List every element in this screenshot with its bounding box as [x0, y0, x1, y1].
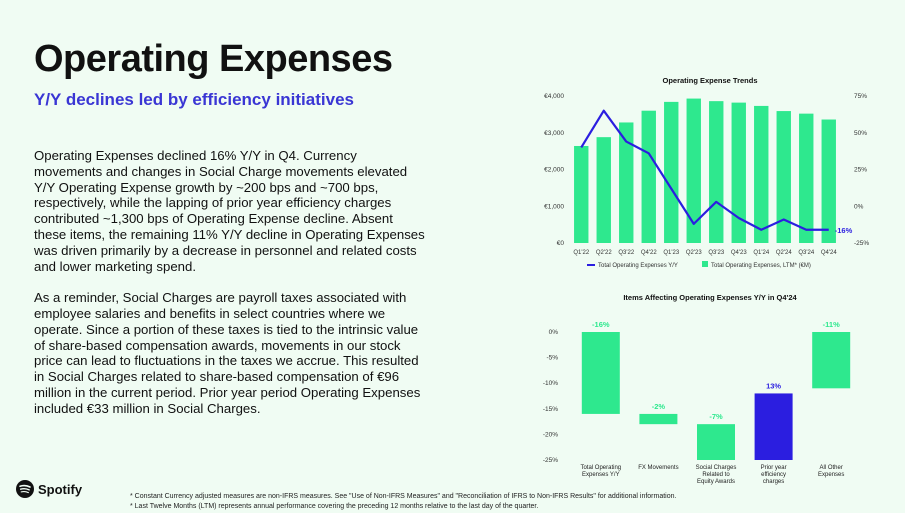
ltm-opex-bar: [619, 122, 634, 243]
footnote: * Constant Currency adjusted measures ar…: [130, 493, 677, 500]
yoy-growth-line: [580, 109, 829, 231]
legend-label-ltm: Total Operating Expenses, LTM* (€M): [711, 263, 811, 269]
trend-chart-title: Operating Expense Trends: [662, 76, 758, 85]
footnotes: * Constant Currency adjusted measures ar…: [130, 492, 676, 512]
yoy-end-label: -16%: [835, 226, 853, 235]
y-tick-label: -5%: [546, 355, 558, 362]
x-tick-label: Q4'22: [641, 250, 657, 256]
y-tick-label: €2,000: [544, 167, 564, 174]
waterfall-value-label: -7%: [709, 412, 723, 421]
waterfall-value-label: -2%: [652, 402, 666, 411]
waterfall-category-label: Total Operating Expenses Y/Y: [580, 465, 621, 478]
x-tick-label: Q4'23: [731, 250, 747, 256]
operating-expense-trends-chart: €4,000 €3,000 €2,000 €1,000 €0 75% 50% 25% 0% -25…: [544, 93, 869, 269]
waterfall-bar: [697, 424, 735, 460]
y2-tick-label: 0%: [854, 203, 864, 210]
y-tick-label: €0: [557, 240, 565, 247]
y-tick-label: -25%: [543, 457, 558, 464]
x-tick-label: Q3'24: [798, 250, 814, 256]
ltm-opex-bar: [641, 110, 656, 243]
waterfall-bar: [812, 332, 851, 389]
spotify-logo-icon: [16, 480, 34, 498]
y-tick-label: -10%: [543, 380, 558, 387]
waterfall-bar: [639, 413, 678, 425]
page-subtitle: Y/Y declines led by efficiency initiativ…: [34, 90, 354, 109]
x-tick-label: Q1'23: [663, 250, 679, 256]
body-text: Operating Expenses declined 16% Y/Y in Q…: [34, 148, 426, 432]
footnote: * Last Twelve Months (LTM) represents an…: [130, 503, 539, 510]
ltm-opex-bar: [731, 102, 746, 244]
legend-bar-marker: [702, 261, 708, 267]
x-tick-label: Q3'23: [708, 250, 724, 256]
waterfall-value-label: 13%: [766, 381, 781, 390]
items-affecting-opex-chart: 0% -5% -10% -15% -20% -25% -16% Total Operating…: [543, 320, 851, 485]
x-tick-label: Q3'22: [618, 250, 634, 256]
x-tick-label: Q2'23: [686, 250, 702, 256]
ltm-opex-bar: [574, 145, 589, 243]
ltm-opex-bar: [754, 105, 769, 243]
waterfall-value-label: -16%: [592, 320, 610, 329]
y-tick-label: 0%: [549, 329, 559, 336]
x-tick-label: Q1'24: [753, 250, 769, 256]
waterfall-bar: [754, 393, 793, 460]
y2-tick-label: 50%: [854, 130, 867, 137]
y-tick-label: -15%: [543, 406, 558, 413]
y-tick-label: €4,000: [544, 93, 564, 100]
y-tick-label: €3,000: [544, 130, 564, 137]
y-tick-label: €1,000: [544, 203, 564, 210]
y2-tick-label: 25%: [854, 167, 867, 174]
page-title: Operating Expenses: [34, 38, 393, 80]
x-tick-label: Q2'22: [596, 250, 612, 256]
body-paragraph: Operating Expenses declined 16% Y/Y in Q…: [34, 148, 425, 274]
y2-tick-label: -25%: [854, 240, 869, 247]
waterfall-category-label: FX Movements: [638, 465, 678, 471]
waterfall-category-label: All Other Expenses: [818, 465, 844, 478]
ltm-opex-bar: [686, 98, 701, 243]
ltm-opex-bar: [596, 137, 611, 243]
spotify-logo: Spotify: [16, 480, 82, 498]
waterfall-category-label: Prior year efficiency charges: [761, 465, 787, 485]
x-tick-label: Q4'24: [821, 250, 837, 256]
y-tick-label: -20%: [543, 431, 558, 438]
y2-tick-label: 75%: [854, 93, 867, 100]
x-tick-label: Q1'22: [573, 250, 589, 256]
waterfall-chart-title: Items Affecting Operating Expenses Y/Y i…: [623, 293, 797, 302]
x-tick-label: Q2'24: [776, 250, 792, 256]
spotify-wordmark: Spotify: [38, 481, 83, 497]
waterfall-bar: [581, 332, 620, 414]
ltm-opex-bar: [799, 113, 814, 243]
body-paragraph: As a reminder, Social Charges are payrol…: [34, 290, 421, 416]
legend-label-yoy: Total Operating Expenses Y/Y: [598, 263, 678, 269]
waterfall-value-label: -11%: [823, 320, 840, 329]
ltm-opex-bar: [709, 101, 724, 243]
ltm-opex-bar: [821, 119, 836, 243]
ltm-opex-bar: [776, 111, 791, 243]
waterfall-category-label: Social Charges Related to Equity Awards: [696, 465, 737, 485]
ltm-opex-bar: [664, 101, 679, 243]
